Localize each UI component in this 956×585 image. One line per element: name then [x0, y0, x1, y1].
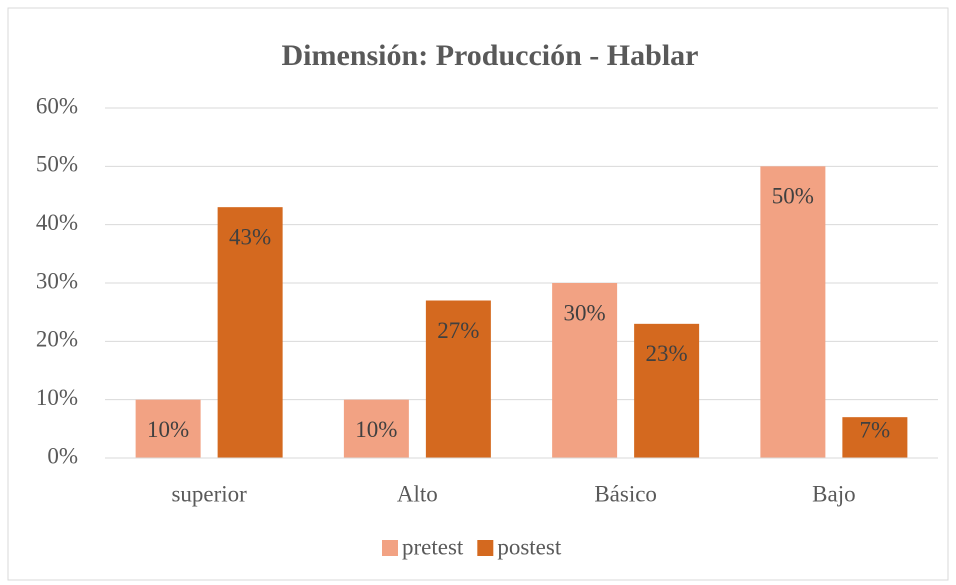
data-label: 43% — [229, 224, 271, 249]
x-tick-label: superior — [171, 481, 247, 506]
bar — [135, 399, 201, 458]
bar — [552, 283, 618, 458]
bar — [634, 323, 700, 458]
x-tick-label: Alto — [397, 481, 438, 506]
data-label: 10% — [147, 417, 189, 442]
x-tick-label: Básico — [594, 481, 657, 506]
data-label: 23% — [646, 341, 688, 366]
y-tick-label: 50% — [36, 152, 78, 177]
y-tick-label: 20% — [36, 327, 78, 352]
data-label: 30% — [564, 300, 606, 325]
bar — [217, 207, 283, 458]
y-tick-label: 30% — [36, 268, 78, 293]
data-label: 27% — [437, 318, 479, 343]
y-tick-label: 10% — [36, 385, 78, 410]
legend-swatch — [477, 540, 494, 556]
y-tick-label: 60% — [36, 93, 78, 118]
data-label: 7% — [860, 417, 891, 442]
legend-label: pretest — [402, 534, 464, 559]
x-tick-label: Bajo — [812, 481, 855, 506]
bar — [343, 399, 409, 458]
chart-title: Dimensión: Producción - Hablar — [282, 39, 699, 72]
bar — [842, 417, 908, 458]
y-tick-label: 0% — [47, 443, 78, 468]
legend-swatch — [382, 540, 398, 556]
bar — [425, 300, 491, 458]
bar — [760, 166, 826, 459]
data-label: 10% — [355, 417, 397, 442]
legend-label: postest — [497, 534, 562, 559]
y-tick-label: 40% — [36, 210, 78, 235]
data-label: 50% — [772, 184, 814, 209]
